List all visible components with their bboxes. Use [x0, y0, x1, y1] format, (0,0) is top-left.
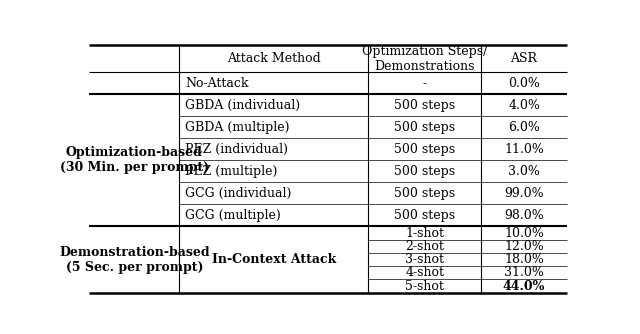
Text: 12.0%: 12.0% — [504, 240, 544, 253]
Text: 500 steps: 500 steps — [394, 187, 456, 200]
Text: Demonstration-based
(5 Sec. per prompt): Demonstration-based (5 Sec. per prompt) — [59, 245, 209, 274]
Text: 44.0%: 44.0% — [503, 280, 545, 293]
Text: 0.0%: 0.0% — [508, 77, 540, 90]
Text: Optimization Steps/
Demonstrations: Optimization Steps/ Demonstrations — [362, 44, 488, 72]
Text: GBDA (individual): GBDA (individual) — [186, 99, 301, 112]
Text: 2-shot: 2-shot — [405, 240, 444, 253]
Text: 4.0%: 4.0% — [508, 99, 540, 112]
Text: No-Attack: No-Attack — [186, 77, 249, 90]
Text: 500 steps: 500 steps — [394, 165, 456, 178]
Text: 4-shot: 4-shot — [405, 266, 444, 279]
Text: 500 steps: 500 steps — [394, 209, 456, 222]
Text: 500 steps: 500 steps — [394, 143, 456, 156]
Text: GCG (multiple): GCG (multiple) — [186, 209, 281, 222]
Text: 3.0%: 3.0% — [508, 165, 540, 178]
Text: 11.0%: 11.0% — [504, 143, 544, 156]
Text: 31.0%: 31.0% — [504, 266, 544, 279]
Text: ASR: ASR — [511, 52, 538, 65]
Text: Optimization-based
(30 Min. per prompt): Optimization-based (30 Min. per prompt) — [60, 146, 209, 174]
Text: 6.0%: 6.0% — [508, 121, 540, 134]
Text: 99.0%: 99.0% — [504, 187, 544, 200]
Text: In-Context Attack: In-Context Attack — [212, 253, 336, 266]
Text: PEZ (multiple): PEZ (multiple) — [186, 165, 278, 178]
Text: -: - — [423, 77, 427, 90]
Text: 1-shot: 1-shot — [405, 226, 444, 239]
Text: PEZ (individual): PEZ (individual) — [186, 143, 289, 156]
Text: 5-shot: 5-shot — [405, 280, 444, 293]
Text: GBDA (multiple): GBDA (multiple) — [186, 121, 290, 134]
Text: 3-shot: 3-shot — [405, 253, 444, 266]
Text: 98.0%: 98.0% — [504, 209, 544, 222]
Text: 500 steps: 500 steps — [394, 99, 456, 112]
Text: 18.0%: 18.0% — [504, 253, 544, 266]
Text: 10.0%: 10.0% — [504, 226, 544, 239]
Text: GCG (individual): GCG (individual) — [186, 187, 292, 200]
Text: Attack Method: Attack Method — [227, 52, 321, 65]
Text: 500 steps: 500 steps — [394, 121, 456, 134]
